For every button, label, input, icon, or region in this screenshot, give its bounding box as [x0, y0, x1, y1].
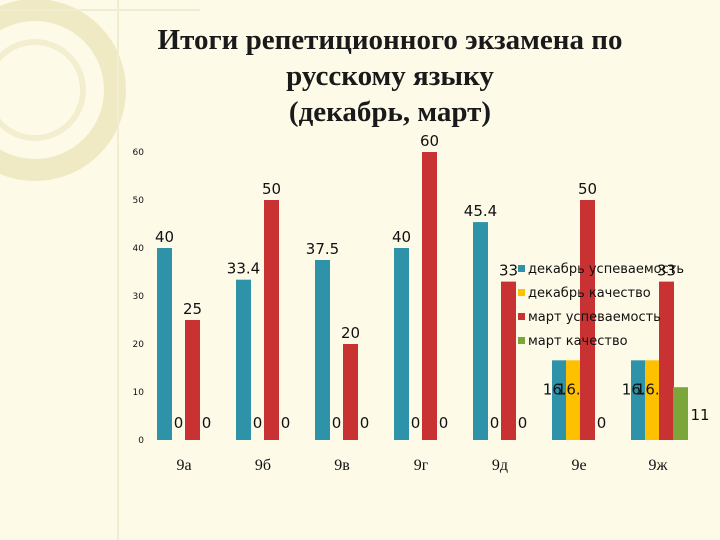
decor-circle-inner — [0, 39, 86, 141]
y-tick-label: 0 — [138, 436, 144, 446]
data-label: 25 — [183, 300, 202, 318]
y-tick-label: 10 — [133, 388, 145, 398]
bar-3 — [659, 281, 674, 440]
bar-1 — [631, 360, 646, 440]
data-label: 0 — [597, 414, 607, 432]
legend-swatch — [518, 265, 525, 272]
data-label: 20 — [341, 324, 360, 342]
bar-2 — [645, 360, 660, 440]
bar-3 — [501, 281, 516, 440]
y-tick-label: 30 — [133, 292, 145, 302]
data-label: 40 — [155, 228, 174, 246]
data-label: 45.4 — [464, 202, 497, 220]
bar-3 — [264, 200, 279, 440]
y-tick-label: 60 — [133, 148, 145, 158]
data-label: 0 — [281, 414, 291, 432]
bar-1 — [552, 360, 567, 440]
chart-title: Итоги репетиционного экзамена по русском… — [120, 22, 660, 130]
data-label: 0 — [253, 414, 263, 432]
data-label: 0 — [332, 414, 342, 432]
data-label: 33 — [657, 262, 676, 280]
bar-3 — [185, 320, 200, 440]
x-category-label: 9е — [571, 457, 586, 474]
x-category-label: 9г — [414, 457, 429, 474]
y-tick-label: 40 — [133, 244, 145, 254]
bar-3 — [343, 344, 358, 440]
title-line-1: Итоги репетиционного экзамена по — [157, 24, 623, 56]
data-label: 0 — [490, 414, 500, 432]
legend-label: декабрь успеваемость — [528, 262, 684, 277]
data-label: 60 — [420, 132, 439, 150]
legend-label: март качество — [528, 334, 628, 349]
bar-1 — [236, 279, 251, 440]
legend-label: март успеваемость — [528, 310, 661, 325]
legend-swatch — [518, 313, 525, 320]
data-label: 50 — [578, 180, 597, 198]
bar-3 — [422, 152, 437, 440]
x-category-label: 9д — [492, 457, 508, 474]
y-tick-label: 50 — [133, 196, 145, 206]
data-label: 0 — [360, 414, 370, 432]
data-label: 0 — [411, 414, 421, 432]
data-label: 0 — [518, 414, 528, 432]
data-label: 0 — [202, 414, 212, 432]
y-tick-label: 20 — [133, 340, 145, 350]
bar-1 — [157, 248, 172, 440]
title-line-3: (декабрь, март) — [288, 96, 492, 128]
data-label: 11 — [690, 406, 709, 424]
bar-3 — [580, 200, 595, 440]
data-label: 0 — [439, 414, 449, 432]
title-line-2: русскому языку — [286, 60, 494, 92]
bar-4 — [673, 387, 688, 440]
legend-swatch — [518, 289, 525, 296]
data-label: 40 — [392, 228, 411, 246]
data-label: 33.4 — [227, 260, 260, 278]
x-category-label: 9а — [176, 457, 191, 474]
legend-swatch — [518, 337, 525, 344]
data-label: 33 — [499, 262, 518, 280]
x-category-label: 9б — [255, 457, 271, 474]
legend-label: декабрь качество — [528, 286, 651, 301]
data-label: 50 — [262, 180, 281, 198]
bar-1 — [473, 222, 488, 440]
x-category-label: 9в — [334, 457, 350, 474]
bar-1 — [315, 260, 330, 440]
bar-2 — [566, 360, 581, 440]
data-label: 0 — [174, 414, 184, 432]
x-category-label: 9ж — [648, 457, 668, 474]
bar-1 — [394, 248, 409, 440]
data-label: 37.5 — [306, 240, 339, 258]
